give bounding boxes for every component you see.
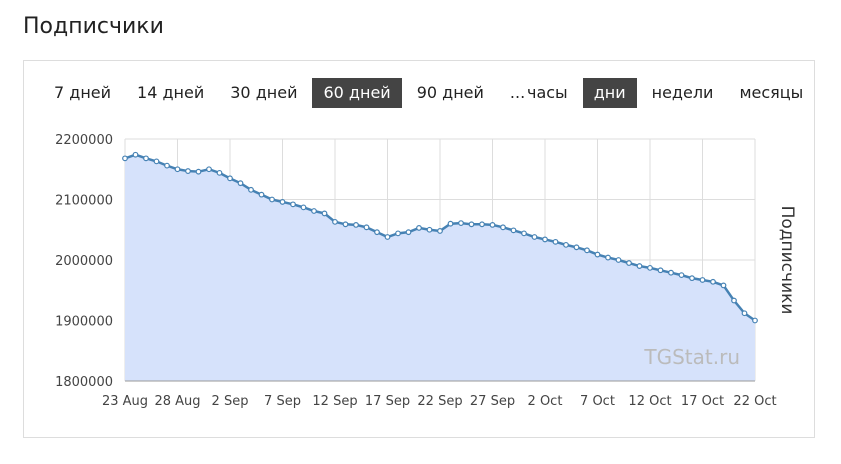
- point: [195, 168, 202, 175]
- point: [332, 218, 338, 225]
- point: [647, 264, 653, 271]
- point: [237, 180, 244, 187]
- x-tick-label: 2 Sep: [212, 394, 249, 409]
- point: [363, 224, 370, 231]
- point: [741, 310, 748, 317]
- point: [279, 199, 286, 205]
- x-tick-label: 7 Sep: [264, 394, 301, 409]
- tab-button[interactable]: 60 дней: [312, 78, 402, 108]
- point: [216, 169, 223, 176]
- point: [164, 162, 170, 169]
- point: [615, 257, 622, 263]
- tab-button[interactable]: часы: [527, 83, 568, 102]
- point: [405, 229, 412, 236]
- point: [752, 317, 758, 324]
- y-tick-label: 2000000: [55, 254, 113, 269]
- granularity-buttons: часы дни недели месяцы: [516, 78, 818, 108]
- point: [300, 204, 307, 211]
- x-tick-label: 23 Aug: [102, 394, 148, 409]
- x-tick-label: 17 Oct: [681, 394, 724, 409]
- x-tick-label: 12 Sep: [312, 394, 357, 409]
- point: [206, 166, 212, 173]
- point: [584, 247, 590, 254]
- tab-button[interactable]: ...: [509, 83, 526, 102]
- point: [657, 267, 664, 274]
- x-tick-label: 28 Aug: [154, 394, 200, 409]
- point: [531, 234, 538, 240]
- point: [353, 222, 359, 228]
- page-title: Подписчики: [23, 14, 164, 39]
- y-tick-label: 1900000: [55, 315, 113, 330]
- x-tick-label: 17 Sep: [365, 394, 410, 409]
- point: [311, 208, 317, 214]
- point: [521, 230, 527, 237]
- point: [153, 158, 160, 165]
- tab-button[interactable]: месяцы: [739, 83, 804, 102]
- point: [395, 230, 401, 237]
- chart-panel: 7 дней 14 дней 30 дней 60 дней 90 дней... ча…: [23, 60, 815, 438]
- point: [720, 282, 727, 289]
- point: [699, 277, 706, 283]
- x-tick-label: 2 Oct: [528, 394, 563, 409]
- x-tick-label: 22 Sep: [417, 394, 462, 409]
- point: [447, 220, 454, 227]
- point: [458, 220, 464, 226]
- point: [122, 155, 128, 162]
- point: [552, 238, 559, 245]
- point: [563, 241, 569, 248]
- point: [710, 278, 716, 285]
- x-tick-label: 7 Oct: [580, 394, 615, 409]
- point: [668, 269, 674, 276]
- y-tick-label: 2100000: [55, 194, 113, 209]
- point: [479, 221, 485, 228]
- point: [248, 186, 254, 193]
- tab-button[interactable]: 90 дней: [416, 83, 484, 102]
- tab-button[interactable]: 14 дней: [137, 83, 205, 102]
- y-tick-label: 2200000: [55, 133, 113, 148]
- point: [185, 168, 191, 174]
- point: [384, 234, 391, 240]
- tab-button[interactable]: 7 дней: [54, 83, 112, 102]
- point: [374, 229, 380, 236]
- point: [132, 151, 139, 158]
- x-tick-label: 22 Oct: [733, 394, 776, 409]
- range-buttons: 7 дней 14 дней 30 дней 60 дней 90 дней...: [43, 78, 540, 108]
- watermark: TGStat.ru: [643, 345, 740, 369]
- point: [321, 210, 328, 217]
- point: [689, 275, 695, 282]
- point: [500, 224, 506, 231]
- point: [174, 166, 181, 173]
- point: [143, 155, 149, 162]
- point: [269, 196, 275, 203]
- tab-button[interactable]: недели: [651, 83, 714, 102]
- tab-button[interactable]: дни: [582, 78, 637, 108]
- point: [342, 221, 349, 228]
- y-axis-label: Подписчики: [777, 206, 797, 315]
- y-tick-label: 1800000: [55, 375, 113, 390]
- point: [605, 254, 611, 261]
- x-tick-label: 27 Sep: [470, 394, 515, 409]
- point: [594, 251, 601, 258]
- point: [731, 297, 737, 304]
- area-fill: [125, 154, 755, 381]
- point: [510, 227, 517, 234]
- point: [258, 191, 265, 198]
- point: [542, 236, 548, 243]
- x-tick-label: 12 Oct: [628, 394, 671, 409]
- point: [573, 244, 580, 251]
- point: [437, 228, 443, 234]
- point: [468, 221, 475, 228]
- point: [636, 263, 643, 269]
- tab-button[interactable]: 30 дней: [230, 83, 298, 102]
- point: [426, 226, 433, 233]
- point: [227, 175, 233, 182]
- point: [678, 272, 685, 279]
- point: [489, 222, 496, 228]
- point: [416, 225, 422, 231]
- point: [290, 201, 296, 208]
- point: [626, 260, 632, 266]
